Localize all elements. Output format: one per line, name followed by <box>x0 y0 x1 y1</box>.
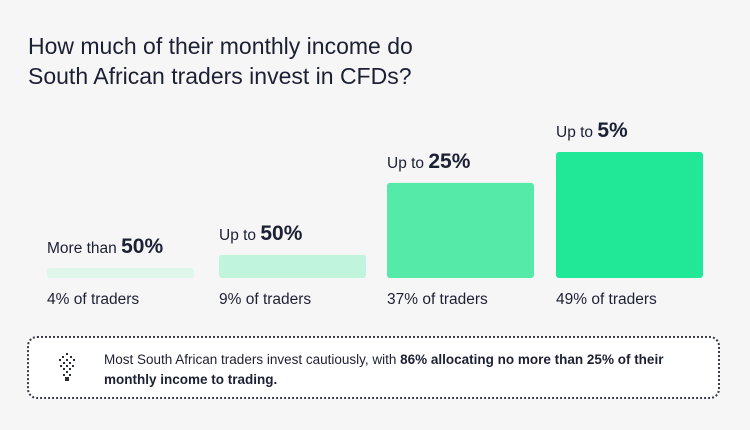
chart-title-line-1: How much of their monthly income do <box>28 33 413 59</box>
bar-chart: More than 50% 4% of traders Up to 50% 9% of… <box>47 119 703 308</box>
bar-4 <box>556 152 703 278</box>
value-label-4: 49% of traders <box>556 291 657 308</box>
category-label-3: Up to 25% <box>387 150 471 173</box>
callout-text-regular: Most South African traders invest cautio… <box>104 352 401 367</box>
value-label-1: 4% of traders <box>47 291 139 308</box>
category-label-1: More than 50% <box>47 235 163 258</box>
value-label-2: 9% of traders <box>219 291 311 308</box>
chart-title: How much of their monthly income do South… <box>28 31 548 91</box>
bar-1 <box>47 268 194 278</box>
bar-2 <box>219 254 366 278</box>
dotted-figure-icon <box>59 353 75 381</box>
category-label-2: Up to 50% <box>219 222 303 245</box>
value-label-3: 37% of traders <box>387 291 488 308</box>
insight-callout: Most South African traders invest cautio… <box>27 336 720 399</box>
callout-text-bold: 86% allocating no more than 25% of their… <box>104 352 664 387</box>
bar-3 <box>387 182 534 278</box>
callout-text: Most South African traders invest cautio… <box>104 350 704 390</box>
category-label-4: Up to 5% <box>556 119 628 142</box>
chart-title-line-2: South African traders invest in CFDs? <box>28 63 412 89</box>
